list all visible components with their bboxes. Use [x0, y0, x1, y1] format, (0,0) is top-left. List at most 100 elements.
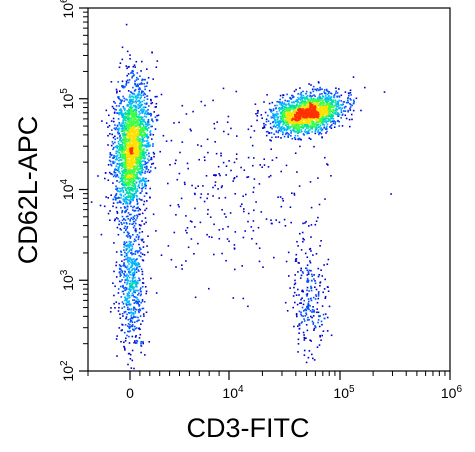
- event-point: [317, 116, 319, 119]
- event-point: [139, 165, 141, 167]
- event-point: [325, 88, 328, 91]
- event-point: [309, 120, 311, 122]
- event-point: [131, 253, 133, 256]
- event-point: [127, 233, 129, 236]
- event-point: [129, 144, 132, 146]
- event-point: [136, 214, 138, 216]
- event-point: [287, 135, 289, 137]
- event-point: [306, 117, 309, 119]
- event-point: [142, 90, 144, 93]
- event-point: [128, 120, 131, 122]
- event-point: [299, 102, 301, 104]
- event-point: [327, 107, 329, 110]
- event-point: [286, 310, 289, 312]
- event-point: [114, 141, 116, 144]
- event-point: [121, 324, 124, 326]
- event-point: [298, 98, 300, 100]
- event-point: [133, 367, 135, 370]
- event-point: [142, 282, 145, 284]
- event-point: [136, 175, 139, 178]
- event-point: [121, 163, 124, 166]
- event-point: [133, 267, 136, 270]
- event-point: [285, 110, 288, 112]
- event-point: [115, 338, 118, 340]
- event-point: [123, 287, 125, 290]
- event-point: [132, 218, 134, 221]
- event-point: [142, 111, 145, 113]
- event-point: [307, 105, 310, 107]
- event-point: [135, 263, 137, 266]
- event-point: [309, 101, 312, 103]
- event-point: [137, 178, 139, 180]
- event-point: [128, 168, 130, 171]
- event-point: [129, 94, 131, 96]
- event-point: [134, 122, 137, 125]
- event-point: [290, 221, 292, 224]
- event-point: [125, 80, 128, 83]
- event-point: [129, 99, 131, 102]
- event-point: [134, 186, 136, 189]
- event-point: [122, 151, 124, 153]
- event-point: [300, 129, 303, 131]
- event-point: [270, 117, 273, 119]
- event-point: [317, 97, 319, 99]
- event-point: [227, 133, 230, 136]
- event-point: [132, 115, 135, 118]
- event-point: [144, 85, 146, 88]
- event-point: [343, 106, 346, 108]
- event-point: [300, 123, 302, 125]
- event-point: [134, 143, 137, 145]
- event-point: [122, 172, 125, 175]
- event-point: [353, 101, 355, 103]
- event-point: [131, 261, 134, 263]
- event-point: [297, 96, 299, 99]
- event-point: [330, 99, 332, 101]
- event-point: [133, 119, 136, 121]
- event-point: [146, 82, 148, 85]
- event-point: [140, 342, 142, 345]
- event-point: [141, 190, 143, 192]
- event-point: [328, 112, 330, 114]
- event-point: [321, 102, 324, 104]
- event-point: [119, 313, 121, 316]
- event-point: [128, 232, 130, 235]
- event-point: [140, 255, 142, 258]
- event-point: [118, 171, 120, 173]
- event-point: [128, 352, 131, 355]
- event-point: [149, 196, 151, 199]
- event-point: [141, 155, 144, 157]
- event-point: [199, 196, 202, 199]
- event-point: [300, 267, 302, 270]
- event-point: [134, 147, 137, 150]
- event-point: [336, 108, 338, 111]
- event-point: [297, 131, 299, 134]
- event-point: [283, 108, 286, 110]
- event-point: [338, 120, 340, 123]
- event-point: [135, 124, 138, 127]
- event-point: [133, 156, 135, 158]
- event-point: [132, 197, 135, 200]
- event-point: [126, 129, 129, 131]
- event-point: [314, 128, 317, 131]
- event-point: [266, 94, 268, 96]
- event-point: [133, 143, 135, 146]
- event-point: [119, 134, 121, 136]
- event-point: [293, 194, 296, 196]
- event-point: [294, 105, 296, 108]
- event-point: [131, 136, 133, 139]
- event-point: [291, 192, 293, 194]
- event-point: [129, 195, 131, 197]
- event-point: [314, 298, 317, 300]
- event-point: [114, 124, 116, 126]
- event-point: [120, 251, 123, 253]
- event-point: [143, 177, 145, 180]
- event-point: [272, 116, 274, 119]
- event-point: [319, 105, 322, 108]
- event-point: [292, 120, 295, 123]
- event-point: [306, 256, 309, 258]
- event-point: [234, 231, 237, 233]
- event-point: [323, 127, 325, 129]
- event-point: [129, 218, 132, 221]
- event-point: [130, 179, 133, 182]
- event-point: [247, 212, 250, 215]
